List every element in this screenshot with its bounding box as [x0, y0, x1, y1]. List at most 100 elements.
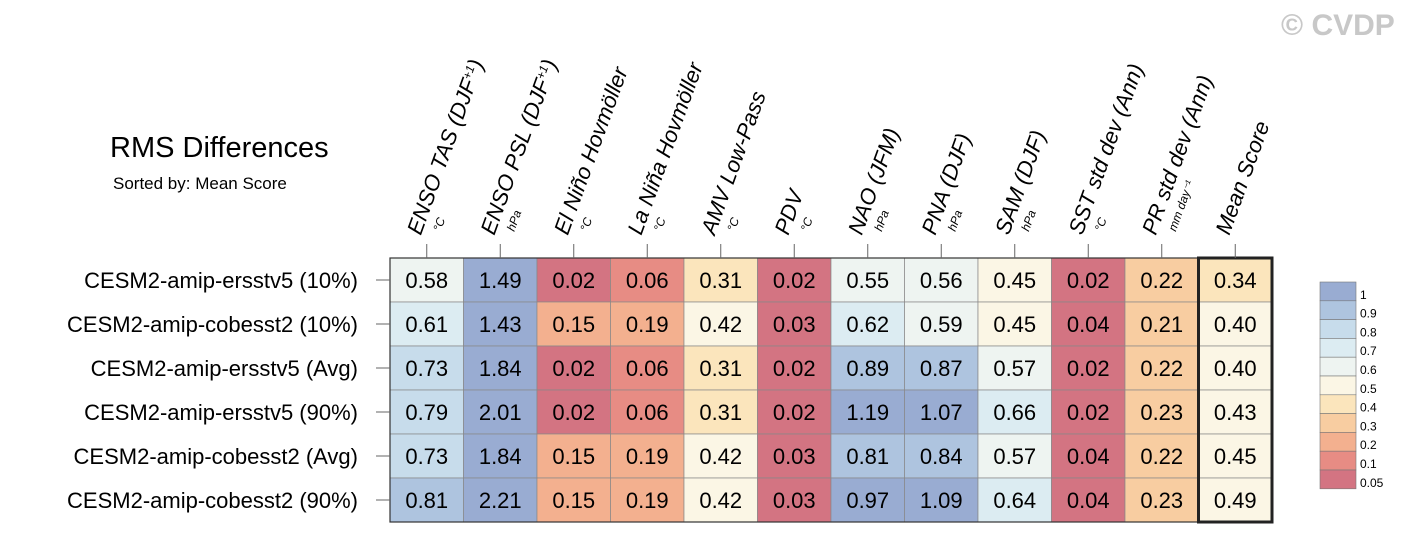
cell-value: 0.23 [1140, 400, 1183, 425]
column-unit: hPa [945, 208, 966, 233]
cell-value: 0.42 [699, 488, 742, 513]
heatmap-cell [463, 433, 538, 479]
column-labels: ENSO TAS (DJF+1)°C ENSO PSL (DJF+1)hPa El … [402, 56, 1275, 258]
heatmap-cell [610, 301, 685, 347]
cell-value: 0.40 [1214, 312, 1257, 337]
heatmap-cell [904, 257, 979, 303]
cell-value: 0.02 [552, 268, 595, 293]
cell-value: 0.15 [552, 312, 595, 337]
cell-value: 0.02 [552, 356, 595, 381]
heatmap-cell [1051, 389, 1126, 435]
cell-value: 0.73 [405, 356, 448, 381]
row-label: CESM2-amip-ersstv5 (10%) [84, 268, 358, 293]
cell-value: 0.31 [699, 400, 742, 425]
cell-value: 0.89 [846, 356, 889, 381]
cell-value: 1.19 [846, 400, 889, 425]
cell-value: 0.62 [846, 312, 889, 337]
cell-value: 0.31 [699, 356, 742, 381]
heatmap-cell [1051, 257, 1126, 303]
heatmap-cell [463, 389, 538, 435]
heatmap-grid: 0.58 1.49 0.02 0.06 0.31 0.02 0.55 0.56 0.45 0.02… [389, 256, 1274, 524]
cell-value: 2.01 [479, 400, 522, 425]
column-unit: °C [724, 215, 742, 233]
cell-value: 0.06 [626, 356, 669, 381]
cell-value: 0.19 [626, 444, 669, 469]
heatmap-cell [389, 477, 464, 523]
heatmap-cell [1124, 389, 1199, 435]
cell-value: 1.49 [479, 268, 522, 293]
column-unit: °C [798, 215, 816, 233]
cell-value: 0.23 [1140, 488, 1183, 513]
colorbar-swatch [1319, 356, 1357, 377]
heatmap-cell [463, 257, 538, 303]
cell-value: 0.79 [405, 400, 448, 425]
cell-value: 0.02 [1067, 268, 1110, 293]
heatmap-cell [610, 389, 685, 435]
heatmap-cell [389, 389, 464, 435]
heatmap-cell [1124, 301, 1199, 347]
cell-value: 0.66 [993, 400, 1036, 425]
colorbar-swatch [1319, 375, 1357, 396]
cell-value: 0.06 [626, 400, 669, 425]
heatmap-cell [389, 433, 464, 479]
cell-value: 0.57 [993, 356, 1036, 381]
watermark: © CVDP [1281, 9, 1395, 42]
heatmap-cell [610, 477, 685, 523]
colorbar-swatch [1319, 469, 1357, 490]
cell-value: 1.09 [920, 488, 963, 513]
cell-value: 0.15 [552, 444, 595, 469]
heatmap-cell [757, 477, 832, 523]
cell-value: 0.45 [993, 312, 1036, 337]
cell-value: 0.04 [1067, 312, 1110, 337]
column-label: ENSO TAS (DJF+1) [402, 56, 489, 238]
cell-value: 0.55 [846, 268, 889, 293]
heatmap-cell [536, 433, 611, 479]
cell-value: 1.07 [920, 400, 963, 425]
heatmap-cell [1051, 301, 1126, 347]
heatmap-cell [1198, 345, 1273, 391]
heatmap-cell [757, 257, 832, 303]
heatmap-cell [830, 477, 905, 523]
cell-value: 0.22 [1140, 268, 1183, 293]
cell-value: 0.19 [626, 488, 669, 513]
column-unit: hPa [504, 208, 525, 233]
cell-value: 0.31 [699, 268, 742, 293]
heatmap-cell [830, 389, 905, 435]
heatmap-cell [830, 301, 905, 347]
row-label: CESM2-amip-cobesst2 (90%) [67, 488, 358, 513]
cell-value: 1.84 [479, 444, 522, 469]
heatmap-cell [904, 477, 979, 523]
column-label: La Niña Hovmöller [622, 58, 708, 238]
colorbar-label: 0.05 [1360, 476, 1384, 490]
heatmap-cell [904, 433, 979, 479]
cell-value: 0.59 [920, 312, 963, 337]
cell-value: 0.34 [1214, 268, 1257, 293]
cell-value: 0.03 [773, 488, 816, 513]
heatmap-cell [610, 345, 685, 391]
colorbar-swatch [1319, 338, 1357, 358]
heatmap-cell [683, 301, 758, 347]
heatmap-cell [683, 345, 758, 391]
heatmap-cell [389, 257, 464, 303]
heatmap-cell [610, 257, 685, 303]
row-label: CESM2-amip-cobesst2 (Avg) [74, 444, 358, 469]
heatmap-cell [536, 345, 611, 391]
row-label: CESM2-amip-ersstv5 (90%) [84, 400, 358, 425]
cell-value: 0.56 [920, 268, 963, 293]
cell-value: 0.02 [773, 400, 816, 425]
cell-value: 0.49 [1214, 488, 1257, 513]
colorbar-swatch [1319, 300, 1357, 320]
column-label: SST std dev (Ann) [1063, 60, 1148, 237]
column-unit: hPa [871, 208, 892, 233]
cell-value: 0.02 [773, 268, 816, 293]
heatmap-cell [683, 433, 758, 479]
column-label: ENSO PSL (DJF+1) [475, 56, 562, 238]
heatmap-cell [757, 389, 832, 435]
heatmap-cell [904, 301, 979, 347]
colorbar-label: 0.4 [1360, 401, 1377, 415]
cell-value: 0.22 [1140, 356, 1183, 381]
cell-value: 0.57 [993, 444, 1036, 469]
cell-value: 0.19 [626, 312, 669, 337]
cell-value: 0.22 [1140, 444, 1183, 469]
